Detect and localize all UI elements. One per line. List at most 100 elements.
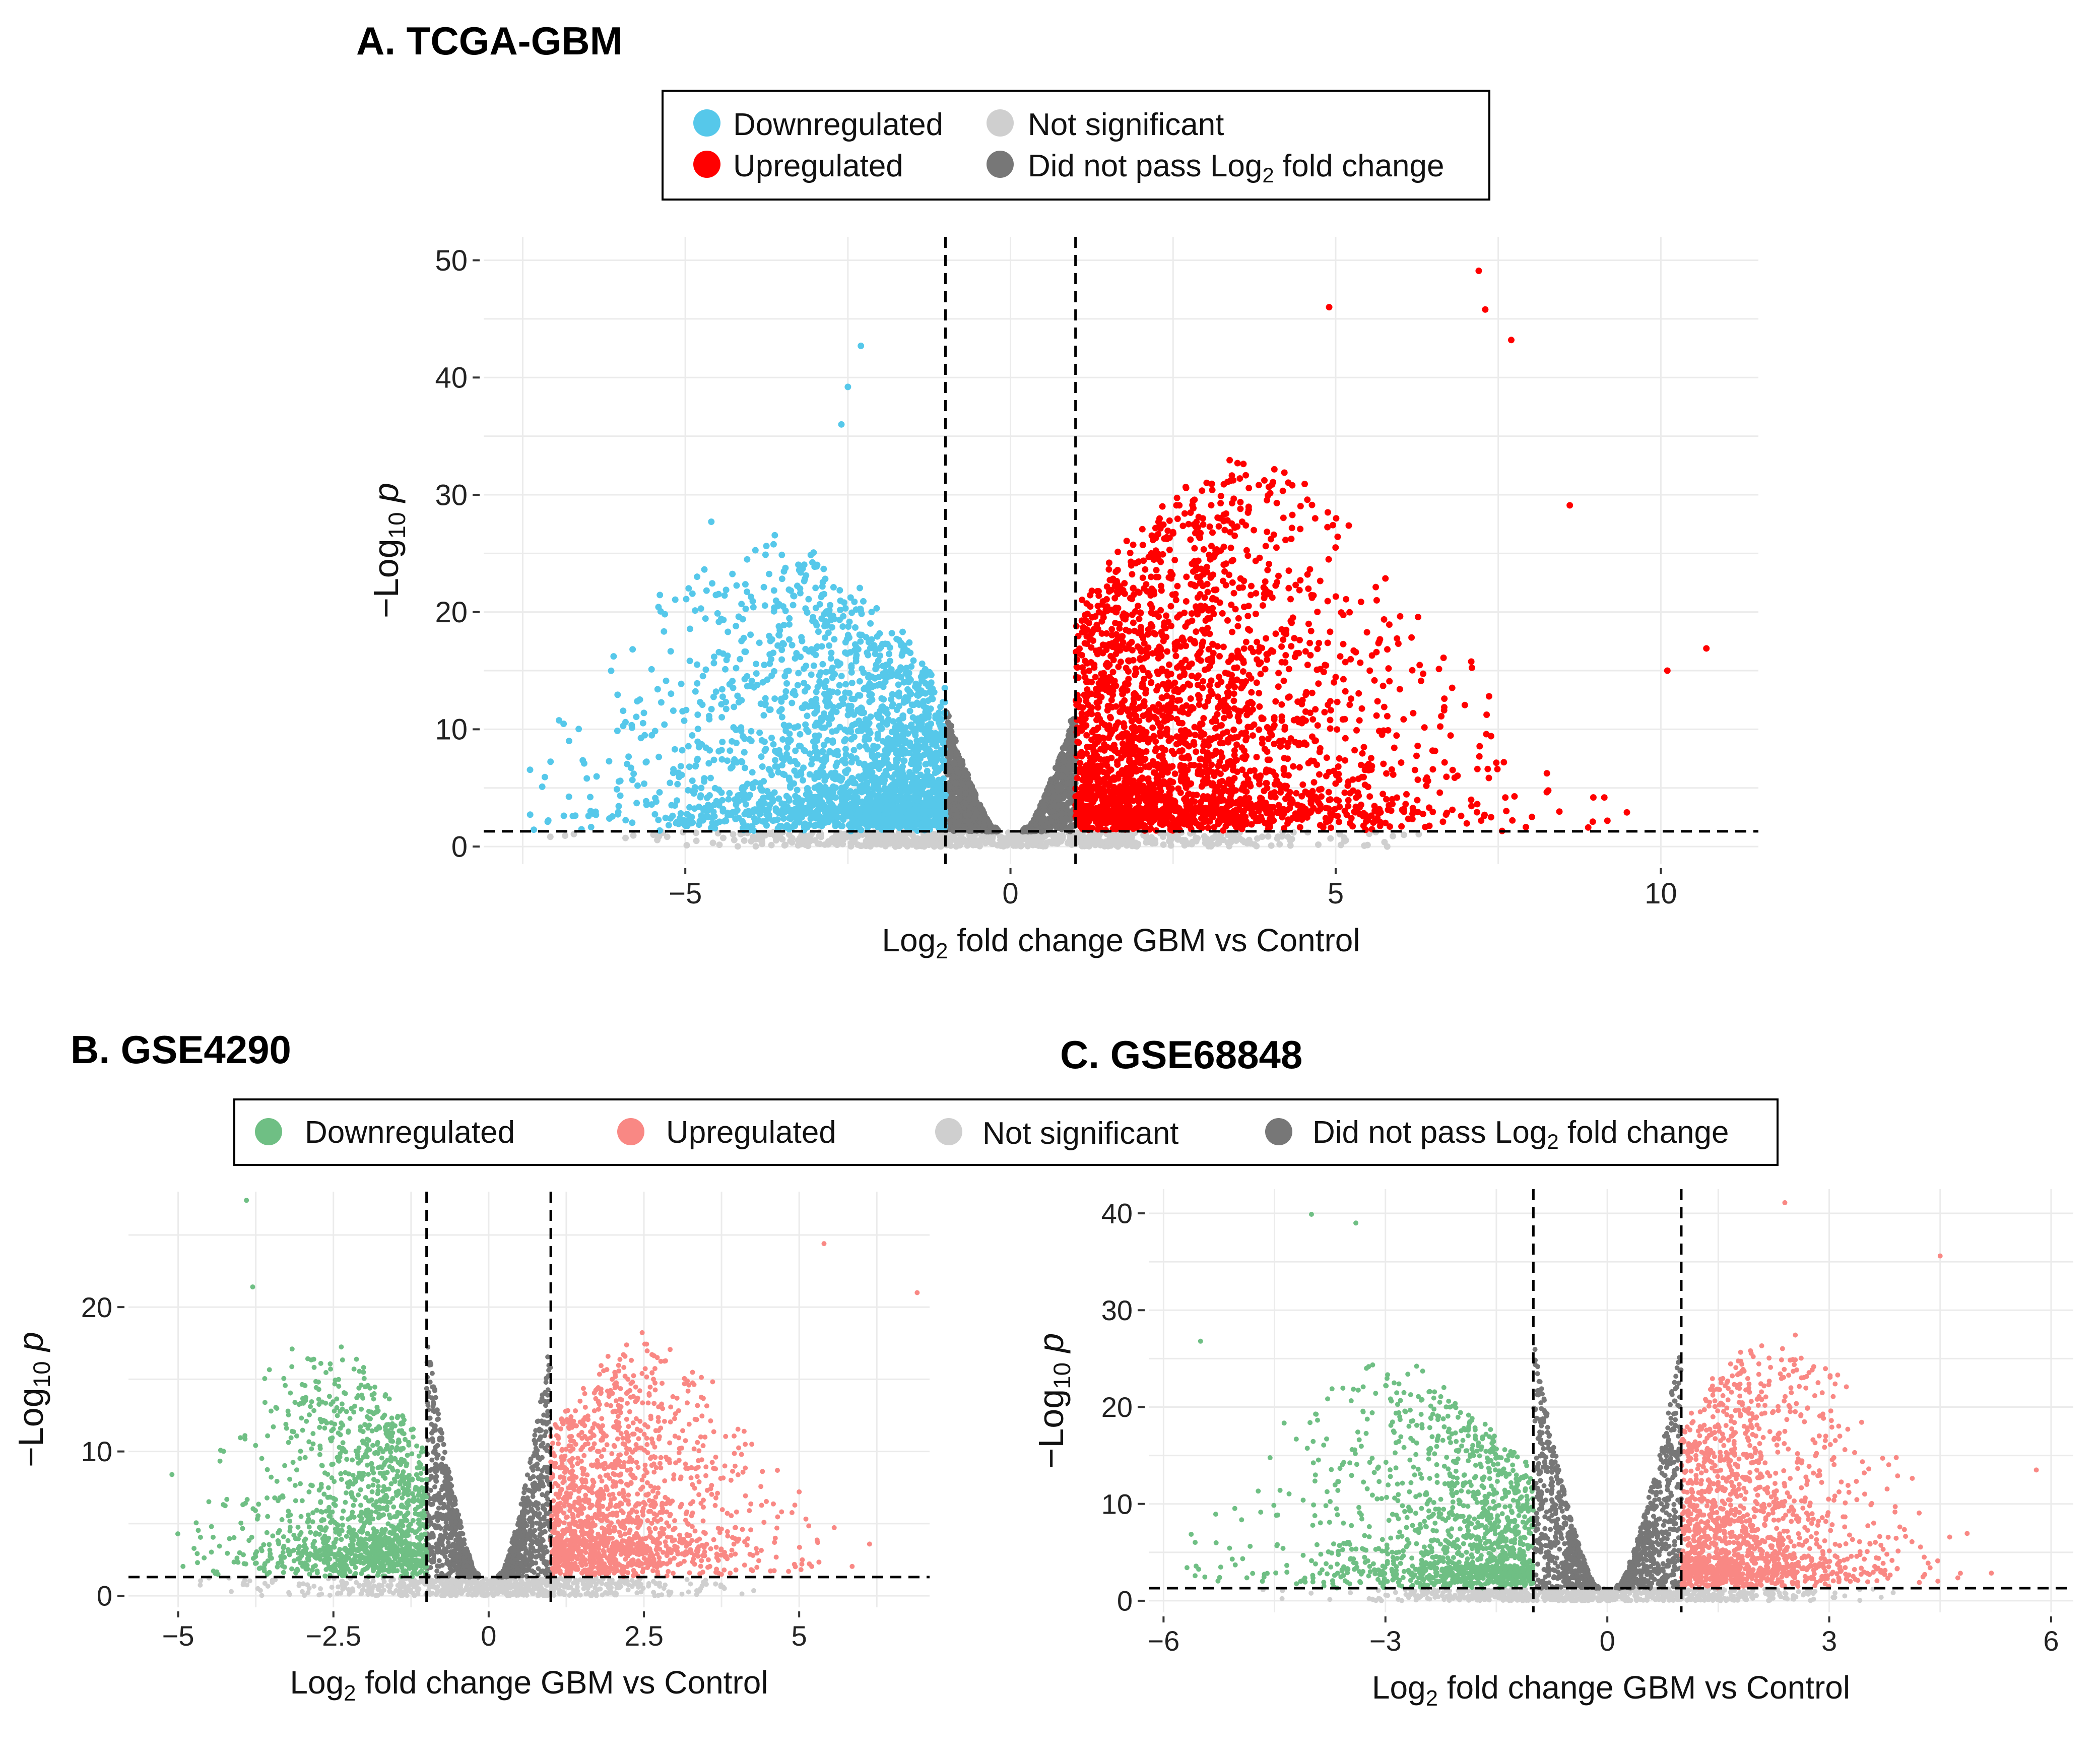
point-not-significant bbox=[1287, 842, 1294, 849]
point-not-significant bbox=[683, 842, 690, 849]
point-not-significant bbox=[1166, 837, 1173, 844]
point-downregulated bbox=[848, 664, 855, 671]
point-downregulated bbox=[791, 593, 798, 600]
point-upregulated bbox=[1271, 714, 1278, 721]
point-downregulated bbox=[794, 682, 801, 689]
point-downregulated bbox=[633, 713, 640, 721]
point-downregulated bbox=[614, 691, 621, 698]
point-downregulated bbox=[876, 765, 883, 772]
point-downregulated bbox=[710, 808, 717, 815]
point-downregulated bbox=[689, 732, 696, 739]
point-downregulated bbox=[873, 662, 880, 668]
point-downregulated bbox=[891, 813, 898, 820]
point-downregulated bbox=[615, 811, 621, 818]
point-not-significant bbox=[882, 842, 889, 850]
point-downregulated bbox=[661, 628, 668, 635]
point-downregulated bbox=[842, 760, 849, 767]
point-downregulated bbox=[762, 551, 769, 558]
point-downregulated bbox=[925, 710, 932, 718]
point-downregulated bbox=[771, 604, 778, 611]
point-downregulated bbox=[913, 717, 920, 724]
point-upregulated bbox=[1107, 713, 1113, 721]
point-downregulated bbox=[723, 587, 730, 594]
point-downregulated bbox=[579, 757, 586, 764]
point-upregulated bbox=[1449, 684, 1456, 691]
legend-bottom-key bbox=[617, 1118, 644, 1145]
point-upregulated bbox=[1400, 716, 1407, 723]
point-downregulated bbox=[903, 668, 910, 675]
point-upregulated bbox=[1256, 780, 1263, 788]
point-downregulated bbox=[593, 811, 600, 818]
point-did-not-pass bbox=[967, 804, 974, 811]
point-did-not-pass bbox=[1061, 793, 1068, 799]
point-downregulated bbox=[655, 753, 663, 760]
point-did-not-pass bbox=[1042, 796, 1049, 803]
point-downregulated bbox=[935, 811, 942, 818]
point-downregulated bbox=[779, 736, 786, 743]
point-did-not-pass bbox=[1050, 802, 1057, 809]
point-downregulated bbox=[920, 809, 927, 816]
point-downregulated bbox=[810, 738, 817, 745]
point-downregulated bbox=[629, 819, 636, 826]
point-downregulated bbox=[655, 816, 662, 823]
point-not-significant bbox=[1000, 843, 1007, 850]
point-downregulated bbox=[826, 607, 833, 614]
point-downregulated bbox=[794, 787, 801, 794]
point-downregulated bbox=[910, 727, 917, 734]
point-downregulated bbox=[610, 653, 617, 660]
point-downregulated bbox=[844, 711, 851, 719]
point-downregulated bbox=[794, 582, 801, 590]
point-downregulated bbox=[811, 710, 818, 717]
point-not-significant bbox=[1415, 831, 1422, 838]
point-upregulated bbox=[1206, 523, 1213, 530]
point-downregulated bbox=[733, 665, 740, 672]
point-downregulated bbox=[810, 614, 816, 621]
point-downregulated bbox=[891, 778, 898, 786]
point-upregulated bbox=[1340, 640, 1347, 647]
point-downregulated bbox=[775, 631, 782, 638]
point-downregulated bbox=[842, 649, 849, 656]
point-downregulated bbox=[810, 649, 817, 656]
point-downregulated bbox=[868, 609, 875, 616]
point-upregulated bbox=[1463, 820, 1470, 827]
point-downregulated bbox=[936, 779, 943, 786]
point-downregulated bbox=[752, 818, 759, 825]
point-not-significant bbox=[693, 829, 700, 836]
point-downregulated bbox=[840, 816, 847, 823]
point-downregulated bbox=[719, 806, 727, 813]
point-downregulated bbox=[799, 637, 806, 644]
point-downregulated bbox=[697, 699, 704, 706]
point-downregulated bbox=[803, 791, 810, 798]
point-downregulated bbox=[783, 751, 790, 758]
point-downregulated bbox=[742, 581, 749, 588]
point-not-significant bbox=[1149, 840, 1156, 847]
point-downregulated bbox=[614, 728, 621, 734]
point-not-significant bbox=[1112, 832, 1120, 839]
point-downregulated bbox=[772, 597, 779, 604]
point-downregulated bbox=[923, 816, 930, 823]
point-upregulated bbox=[1217, 500, 1224, 507]
point-downregulated bbox=[914, 685, 921, 692]
point-downregulated bbox=[634, 782, 641, 789]
point-downregulated bbox=[768, 672, 775, 679]
point-not-significant bbox=[982, 839, 989, 846]
point-downregulated bbox=[723, 698, 730, 705]
point-not-significant bbox=[1268, 842, 1275, 849]
point-downregulated bbox=[857, 584, 863, 592]
point-downregulated bbox=[844, 792, 851, 799]
point-downregulated bbox=[836, 682, 843, 689]
point-did-not-pass bbox=[956, 795, 963, 802]
point-downregulated bbox=[560, 812, 567, 819]
point-downregulated bbox=[745, 823, 752, 830]
point-upregulated bbox=[1356, 717, 1363, 724]
point-upregulated bbox=[1317, 577, 1324, 584]
point-upregulated bbox=[1169, 591, 1176, 598]
point-downregulated bbox=[752, 547, 759, 554]
point-not-significant bbox=[1029, 835, 1036, 842]
point-downregulated bbox=[816, 672, 823, 679]
point-upregulated bbox=[1403, 791, 1410, 798]
point-downregulated bbox=[712, 688, 719, 695]
point-not-significant bbox=[951, 835, 958, 842]
legend-bottom-label: Downregulated bbox=[305, 1115, 515, 1150]
